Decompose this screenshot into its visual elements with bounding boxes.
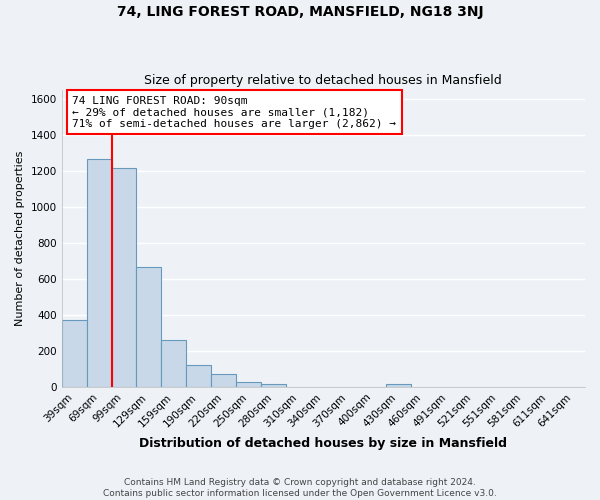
Bar bbox=[236, 382, 261, 387]
Bar bbox=[86, 159, 112, 387]
Bar bbox=[136, 267, 161, 387]
Text: 74, LING FOREST ROAD, MANSFIELD, NG18 3NJ: 74, LING FOREST ROAD, MANSFIELD, NG18 3N… bbox=[116, 5, 484, 19]
Title: Size of property relative to detached houses in Mansfield: Size of property relative to detached ho… bbox=[145, 74, 502, 87]
Bar bbox=[62, 320, 86, 387]
Bar bbox=[261, 384, 286, 387]
Bar bbox=[186, 366, 211, 387]
Y-axis label: Number of detached properties: Number of detached properties bbox=[15, 150, 25, 326]
Bar bbox=[161, 340, 186, 387]
X-axis label: Distribution of detached houses by size in Mansfield: Distribution of detached houses by size … bbox=[139, 437, 508, 450]
Text: Contains HM Land Registry data © Crown copyright and database right 2024.
Contai: Contains HM Land Registry data © Crown c… bbox=[103, 478, 497, 498]
Bar bbox=[211, 374, 236, 387]
Bar bbox=[112, 168, 136, 387]
Bar bbox=[386, 384, 410, 387]
Text: 74 LING FOREST ROAD: 90sqm
← 29% of detached houses are smaller (1,182)
71% of s: 74 LING FOREST ROAD: 90sqm ← 29% of deta… bbox=[72, 96, 396, 128]
